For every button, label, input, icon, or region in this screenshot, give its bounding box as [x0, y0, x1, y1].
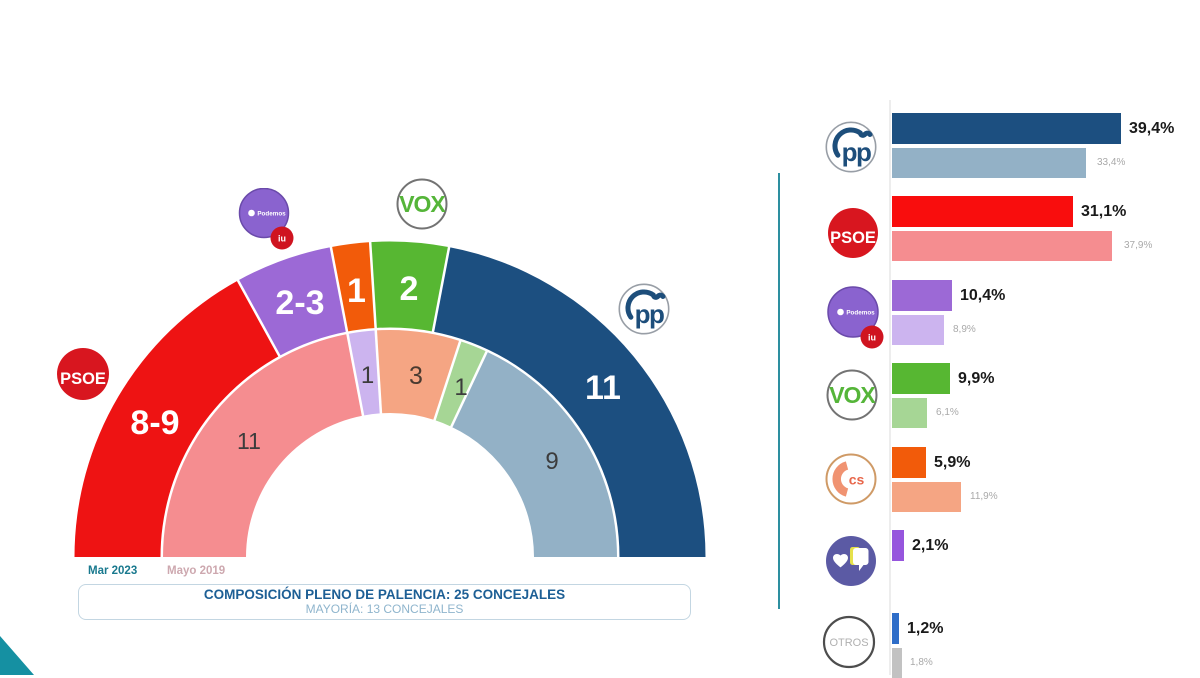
svg-text:1: 1 [454, 374, 467, 401]
svg-text:1: 1 [361, 362, 374, 389]
svg-text:PSOE: PSOE [830, 229, 876, 247]
svg-text:11: 11 [237, 428, 261, 454]
svg-text:pp: pp [842, 137, 871, 167]
svg-text:Podemos: Podemos [257, 211, 286, 218]
svg-text:VOX: VOX [399, 191, 446, 217]
svg-text:Podemos: Podemos [846, 310, 875, 317]
svg-text:2-3: 2-3 [275, 284, 324, 322]
svg-text:iu: iu [278, 234, 286, 244]
svg-text:PSOE: PSOE [60, 370, 106, 388]
svg-text:3: 3 [409, 362, 423, 390]
svg-text:11: 11 [585, 369, 621, 407]
svg-text:8-9: 8-9 [130, 404, 179, 442]
svg-text:OTROS: OTROS [829, 637, 868, 649]
svg-text:pp: pp [635, 299, 664, 329]
svg-text:cs: cs [849, 472, 865, 488]
svg-text:VOX: VOX [829, 382, 876, 408]
svg-text:9: 9 [545, 448, 558, 475]
svg-text:1: 1 [347, 272, 366, 310]
svg-text:iu: iu [868, 333, 876, 343]
svg-text:2: 2 [400, 270, 419, 308]
